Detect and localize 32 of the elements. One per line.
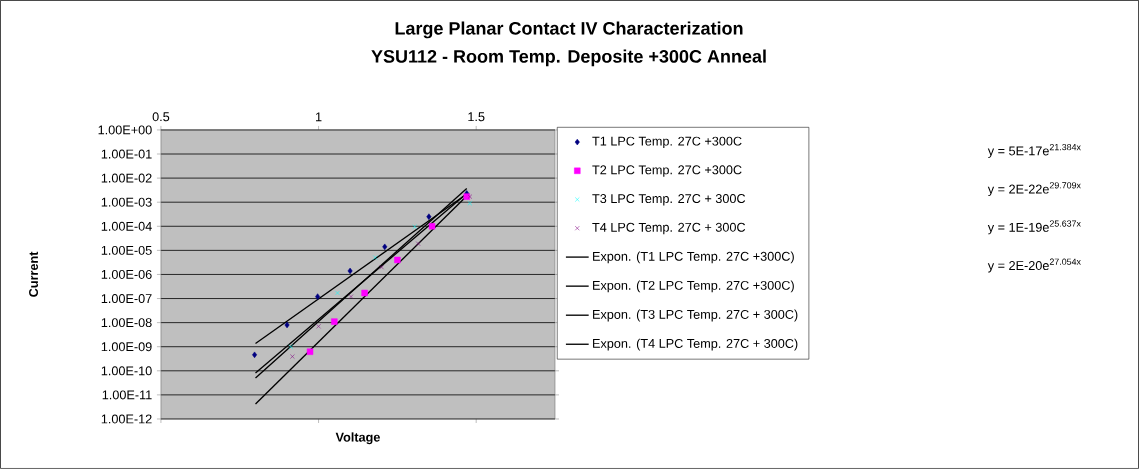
y-tick-label: 1.00E-12 — [101, 414, 152, 424]
y-tick-label: 1.00E-01 — [101, 149, 152, 159]
text: y = 2E-20e$^{27.054x}$ — [987, 258, 1081, 273]
legend-label: T3 LPC Temp. 27C + 300C — [592, 194, 746, 206]
x-axis-title: Voltage — [335, 432, 380, 445]
y-tick-label: 1.00E-11 — [102, 390, 152, 400]
text: y = 2E-22e$^{29.709x}$ — [987, 182, 1081, 197]
x-tick-label: 1 — [316, 112, 322, 122]
y-tick-label: 1.00E-09 — [101, 342, 152, 352]
text: y = 5E-17e$^{21.384x}$ — [987, 144, 1081, 158]
y-axis-title: Current — [29, 251, 39, 297]
chart-title: Large Planar Contact IV Characterization — [395, 21, 743, 39]
y-tick-label: 1.00E-03 — [101, 197, 152, 207]
legend-label: T4 LPC Temp. 27C + 300C — [592, 222, 746, 235]
legend-label: Expon. (T3 LPC Temp. 27C + 300C) — [593, 309, 798, 322]
legend-label: T1 LPC Temp. 27C +300C — [592, 136, 742, 149]
text: y = 1E-19e$^{25.637x}$ — [987, 220, 1081, 235]
x-tick-label: 1.5 — [468, 112, 485, 122]
legend-label: Expon. (T2 LPC Temp. 27C +300C) — [593, 280, 794, 293]
y-tick-label: 1.00E-05 — [101, 245, 152, 255]
legend-label: Expon. (T4 LPC Temp. 27C + 300C) — [593, 338, 798, 351]
y-tick-label: 1.00E+00 — [98, 125, 152, 135]
y-tick-label: 1.00E-02 — [101, 173, 152, 183]
y-tick-label: 1.00E-07 — [101, 294, 152, 304]
x-tick-label: 0.5 — [152, 112, 170, 122]
y-tick-label: 1.00E-10 — [101, 366, 152, 376]
y-tick-label: 1.00E-04 — [101, 221, 152, 231]
legend-label: Expon. (T1 LPC Temp. 27C +300C) — [593, 251, 794, 264]
chart-subtitle: YSU112 - Room Temp. Deposite +300C Anneal — [371, 49, 766, 67]
y-tick-label: 1.00E-06 — [101, 270, 152, 279]
y-tick-label: 1.00E-08 — [101, 318, 152, 328]
legend-label: T2 LPC Temp. 27C +300C — [592, 165, 742, 177]
